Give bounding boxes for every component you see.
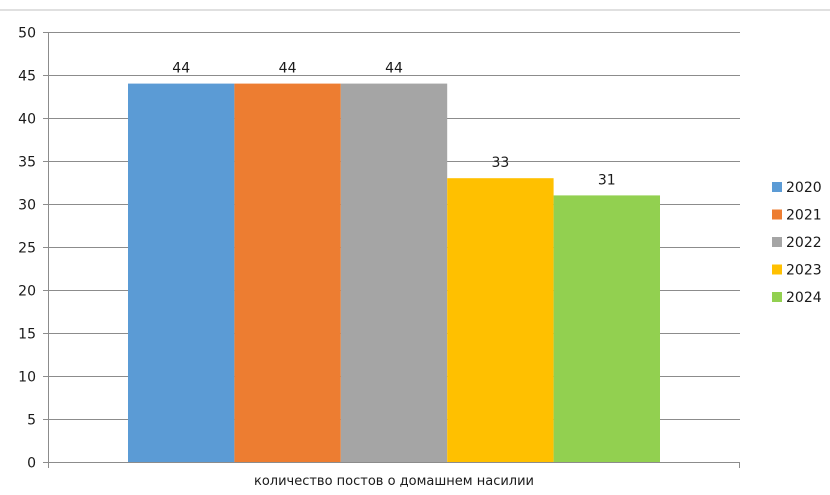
y-tick-label-30: 30 bbox=[18, 198, 36, 214]
data-labels: 44 44 44 33 31 bbox=[172, 61, 615, 189]
legend-swatch-2021 bbox=[772, 209, 782, 220]
legend-label-2020: 2020 bbox=[786, 180, 822, 196]
legend: 2020 2021 2022 2023 2024 bbox=[772, 180, 822, 306]
y-tick-label-35: 35 bbox=[18, 155, 36, 171]
y-tick-label-0: 0 bbox=[27, 456, 36, 472]
data-label-2021: 44 bbox=[279, 61, 297, 77]
y-tick-label-50: 50 bbox=[18, 26, 36, 42]
bar-2023 bbox=[447, 178, 554, 462]
axes: 0 5 10 15 20 25 30 35 40 45 50 количество постов о … bbox=[18, 26, 740, 489]
bar-2020 bbox=[128, 83, 235, 462]
legend-swatch-2020 bbox=[772, 182, 782, 192]
y-tick-label-45: 45 bbox=[18, 69, 36, 85]
legend-swatch-2024 bbox=[772, 292, 782, 302]
bar-2024 bbox=[553, 195, 660, 462]
legend-swatch-2023 bbox=[772, 264, 782, 275]
legend-label-2022: 2022 bbox=[786, 235, 822, 251]
legend-label-2021: 2021 bbox=[786, 208, 822, 224]
bar-2022 bbox=[340, 83, 448, 462]
legend-label-2023: 2023 bbox=[786, 263, 822, 279]
y-tick-label-5: 5 bbox=[27, 413, 36, 429]
y-tick-label-25: 25 bbox=[18, 241, 36, 257]
y-tick-label-10: 10 bbox=[18, 370, 36, 386]
y-tick-label-20: 20 bbox=[18, 284, 36, 300]
legend-swatch-2022 bbox=[772, 237, 782, 247]
data-label-2020: 44 bbox=[172, 61, 190, 77]
bar-2021 bbox=[234, 83, 341, 462]
x-category-label: количество постов о домашнем насилии bbox=[254, 474, 534, 489]
data-label-2023: 33 bbox=[491, 155, 509, 171]
y-tick-label-40: 40 bbox=[18, 112, 36, 128]
y-tick-label-15: 15 bbox=[18, 327, 36, 343]
bars bbox=[128, 83, 660, 462]
data-label-2022: 44 bbox=[385, 61, 403, 77]
data-label-2024: 31 bbox=[598, 172, 616, 188]
legend-label-2024: 2024 bbox=[786, 290, 822, 306]
